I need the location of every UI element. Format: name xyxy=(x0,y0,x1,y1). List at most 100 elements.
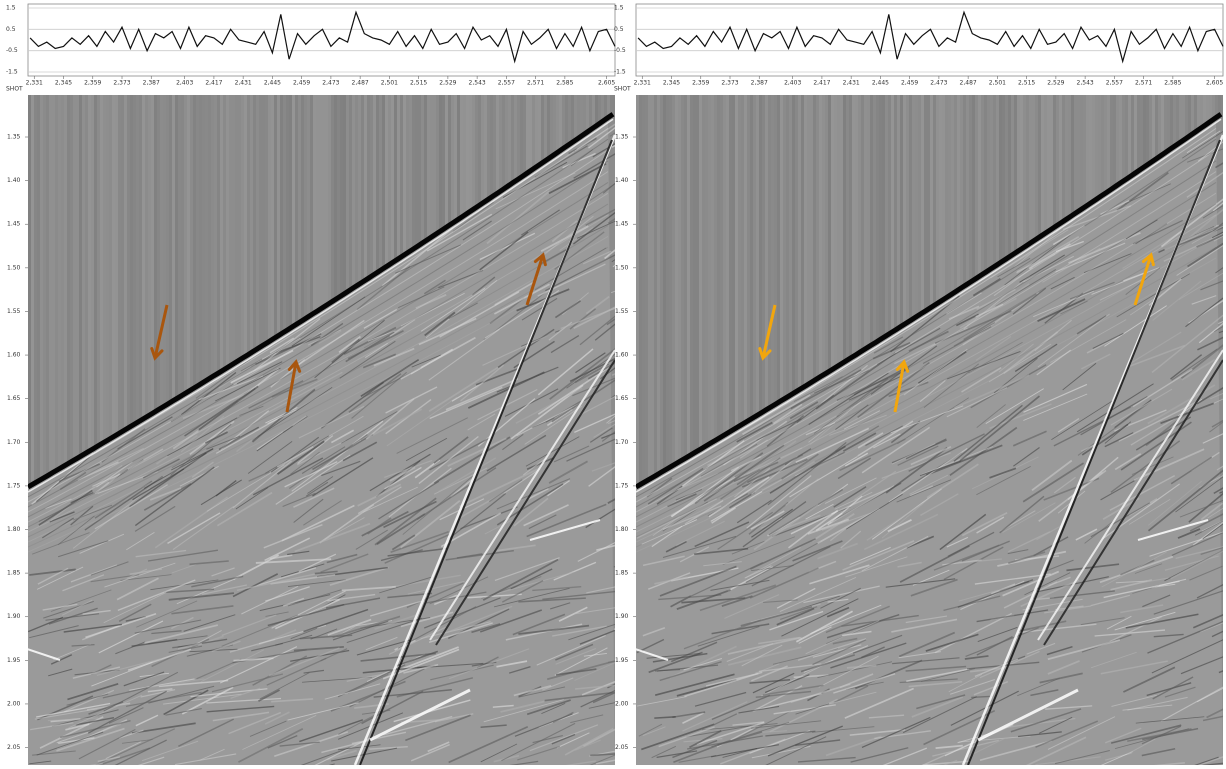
noise-stripe xyxy=(475,95,478,208)
noise-stripe xyxy=(999,95,1002,264)
noise-stripe xyxy=(193,95,196,389)
noise-stripe xyxy=(406,95,409,254)
noise-stripe xyxy=(981,95,984,275)
noise-stripe xyxy=(846,95,849,361)
noise-stripe xyxy=(906,95,909,323)
noise-stripe xyxy=(1074,95,1077,214)
x-tick-label: 2,501 xyxy=(989,80,1006,87)
noise-stripe xyxy=(538,95,541,166)
noise-stripe xyxy=(127,95,130,429)
x-tick-label: 2,387 xyxy=(751,80,768,87)
noise-stripe xyxy=(744,95,747,423)
noise-stripe xyxy=(409,95,412,252)
noise-stripe xyxy=(148,95,151,416)
noise-stripe xyxy=(364,95,367,281)
x-tick-label: 2,345 xyxy=(663,80,680,87)
y-tick-label: 0.5 xyxy=(6,26,16,33)
noise-stripe xyxy=(1161,95,1164,155)
noise-stripe xyxy=(1080,95,1083,210)
x-tick-label: 2,359 xyxy=(84,80,101,87)
noise-stripe xyxy=(1086,95,1089,206)
x-tick-label: 2,431 xyxy=(843,80,860,87)
noise-stripe xyxy=(313,95,316,314)
noise-stripe xyxy=(768,95,771,409)
y-tick-label: 1.5 xyxy=(6,5,16,12)
noise-stripe xyxy=(526,95,529,174)
x-tick-label: 2,473 xyxy=(930,80,947,87)
noise-stripe xyxy=(678,95,681,462)
x-tick-label: 2,529 xyxy=(1047,80,1064,87)
x-tick-label: 2,403 xyxy=(176,80,193,87)
panel: 1.50.5-0.5-1.52,3312,3452,3592,3732,3872… xyxy=(614,4,1223,87)
noise-stripe xyxy=(654,95,657,477)
noise-stripe xyxy=(1116,95,1119,186)
noise-stripe xyxy=(97,95,100,447)
noise-stripe xyxy=(286,95,289,331)
noise-stripe xyxy=(918,95,921,316)
noise-stripe xyxy=(813,95,816,381)
noise-stripe xyxy=(388,95,391,265)
noise-stripe xyxy=(1143,95,1146,168)
noise-stripe xyxy=(783,95,786,400)
noise-stripe xyxy=(960,95,963,289)
noise-stripe xyxy=(403,95,406,256)
noise-stripe xyxy=(1134,95,1137,174)
noise-stripe xyxy=(247,95,250,355)
noise-stripe xyxy=(157,95,160,411)
noise-stripe xyxy=(1122,95,1125,182)
noise-stripe xyxy=(867,95,870,348)
noise-stripe xyxy=(885,95,888,337)
y-tick-label: 1.50 xyxy=(7,264,21,271)
noise-stripe xyxy=(795,95,798,392)
noise-stripe xyxy=(705,95,708,447)
noise-stripe xyxy=(858,95,861,353)
x-tick-label: 2,445 xyxy=(872,80,889,87)
noise-stripe xyxy=(1131,95,1134,176)
noise-stripe xyxy=(951,95,954,295)
noise-stripe xyxy=(987,95,990,271)
noise-stripe xyxy=(882,95,885,338)
noise-stripe xyxy=(852,95,855,357)
noise-stripe xyxy=(391,95,394,264)
noise-stripe xyxy=(112,95,115,438)
noise-stripe xyxy=(924,95,927,312)
noise-stripe xyxy=(562,95,565,149)
noise-stripe xyxy=(328,95,331,304)
x-tick-label: 2,387 xyxy=(143,80,160,87)
noise-stripe xyxy=(1077,95,1080,212)
noise-stripe xyxy=(118,95,121,434)
noise-stripe xyxy=(651,95,654,478)
noise-stripe xyxy=(487,95,490,200)
y-tick-label: 1.90 xyxy=(7,613,21,620)
noise-stripe xyxy=(442,95,445,230)
noise-stripe xyxy=(67,95,70,464)
x-tick-label: 2,473 xyxy=(322,80,339,87)
noise-stripe xyxy=(529,95,532,172)
noise-stripe xyxy=(948,95,951,297)
noise-stripe xyxy=(978,95,981,277)
noise-stripe xyxy=(969,95,972,283)
noise-stripe xyxy=(1098,95,1101,198)
noise-stripe xyxy=(463,95,466,216)
noise-stripe xyxy=(879,95,882,340)
noise-stripe xyxy=(568,95,571,145)
x-tick-label: 2,417 xyxy=(205,80,222,87)
noise-stripe xyxy=(1125,95,1128,180)
noise-stripe xyxy=(1068,95,1071,218)
seismic-section xyxy=(608,95,1226,765)
noise-stripe xyxy=(421,95,424,244)
y-tick-label: 1.85 xyxy=(615,570,629,577)
noise-stripe xyxy=(352,95,355,289)
noise-stripe xyxy=(220,95,223,372)
noise-stripe xyxy=(1146,95,1149,166)
noise-stripe xyxy=(912,95,915,319)
noise-stripe xyxy=(741,95,744,425)
noise-stripe xyxy=(121,95,124,432)
noise-stripe xyxy=(714,95,717,441)
y-tick-label: 1.95 xyxy=(7,657,21,664)
noise-stripe xyxy=(343,95,346,295)
noise-stripe xyxy=(732,95,735,430)
noise-stripe xyxy=(1071,95,1074,216)
noise-stripe xyxy=(1107,95,1110,192)
noise-stripe xyxy=(1176,95,1179,145)
